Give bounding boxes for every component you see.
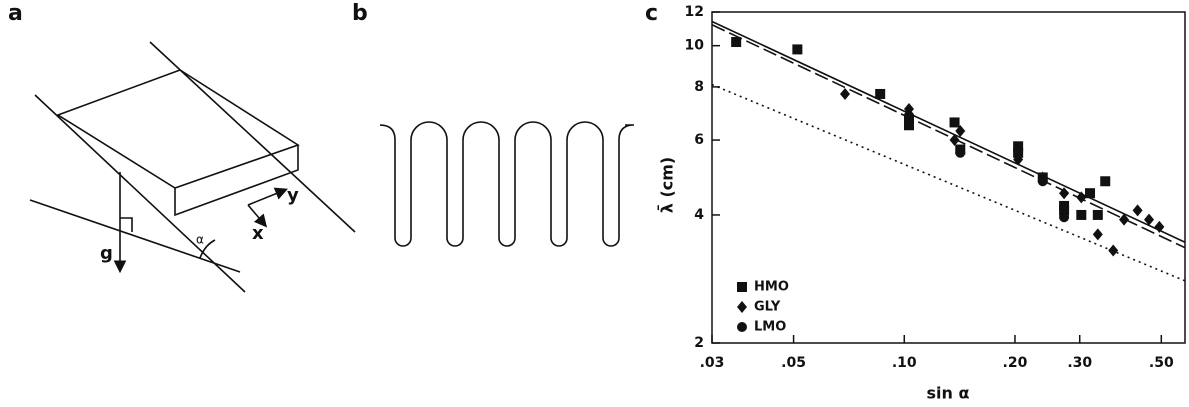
- panel-label: a: [8, 1, 23, 26]
- point: [1119, 213, 1130, 226]
- plot-frame: [711, 11, 1186, 344]
- point: [1059, 212, 1070, 223]
- panel-b: b: [352, 1, 635, 247]
- panel-label: c: [645, 1, 658, 26]
- y-tick-label: 10: [685, 38, 705, 54]
- slab-front: [174, 145, 299, 217]
- legend-marker: [737, 322, 747, 332]
- x-tick-label: .50: [1149, 355, 1174, 371]
- base: [29, 199, 241, 273]
- y-label: y: [287, 185, 299, 206]
- panel-a: a g x y α: [8, 1, 356, 293]
- point: [1013, 147, 1024, 158]
- y-tick-label: 6: [694, 132, 704, 148]
- fit-line: [711, 24, 1186, 249]
- g-label: g: [100, 243, 113, 264]
- point: [840, 87, 851, 100]
- point: [1092, 228, 1103, 241]
- x-tick-label: .05: [781, 355, 806, 371]
- legend-label: GLY: [754, 300, 781, 315]
- legend-label: LMO: [754, 320, 786, 335]
- panel-c: c sin α λ̄ (cm) .03 .05 .10 .20 .30 .50 2 4 6 8 10…: [645, 1, 1186, 403]
- fit-line: [711, 20, 1186, 244]
- fingering-pattern: [379, 121, 635, 247]
- point: [1132, 204, 1143, 217]
- point: [1085, 188, 1096, 199]
- panel-label: b: [352, 1, 368, 26]
- y-tick-label: 12: [685, 4, 704, 20]
- x-axis-label: sin α: [927, 384, 970, 403]
- point: [1092, 209, 1103, 220]
- point: [731, 37, 742, 48]
- fit-line: [711, 83, 1186, 282]
- y-tick-label: 8: [694, 79, 704, 95]
- slab-edge: [149, 41, 356, 233]
- point: [1013, 141, 1024, 152]
- x-tick-label: .30: [1067, 355, 1092, 371]
- point: [1076, 209, 1087, 220]
- legend-label: HMO: [754, 280, 789, 295]
- point: [903, 120, 914, 131]
- y-axis-label: λ̄ (cm): [657, 157, 677, 213]
- y-arrow: [247, 187, 288, 206]
- x-arrow: [247, 204, 268, 228]
- y-tick-label: 2: [694, 335, 704, 351]
- point: [1013, 153, 1024, 166]
- angle-arc: [199, 239, 216, 259]
- incline: [34, 94, 246, 293]
- legend-marker: [737, 301, 747, 313]
- alpha-label: α: [196, 233, 204, 247]
- point: [1059, 205, 1070, 216]
- slab-top: [56, 69, 300, 189]
- x-tick-label: .20: [1003, 355, 1028, 371]
- point: [1037, 176, 1048, 187]
- point: [949, 134, 960, 147]
- point: [1154, 220, 1165, 233]
- x-tick-label: .03: [700, 355, 725, 371]
- point: [792, 44, 803, 55]
- point: [1059, 187, 1070, 200]
- legend-marker: [737, 282, 747, 292]
- point: [955, 147, 966, 158]
- y-tick-label: 4: [694, 207, 704, 223]
- point: [949, 117, 960, 128]
- x-tick-label: .10: [892, 355, 917, 371]
- point: [1108, 244, 1119, 257]
- point: [903, 108, 914, 121]
- right-angle: [120, 217, 133, 232]
- point: [955, 125, 966, 138]
- point: [1144, 213, 1155, 226]
- point: [875, 88, 886, 99]
- point: [1100, 176, 1111, 187]
- x-label: x: [252, 223, 264, 244]
- point: [1076, 191, 1087, 204]
